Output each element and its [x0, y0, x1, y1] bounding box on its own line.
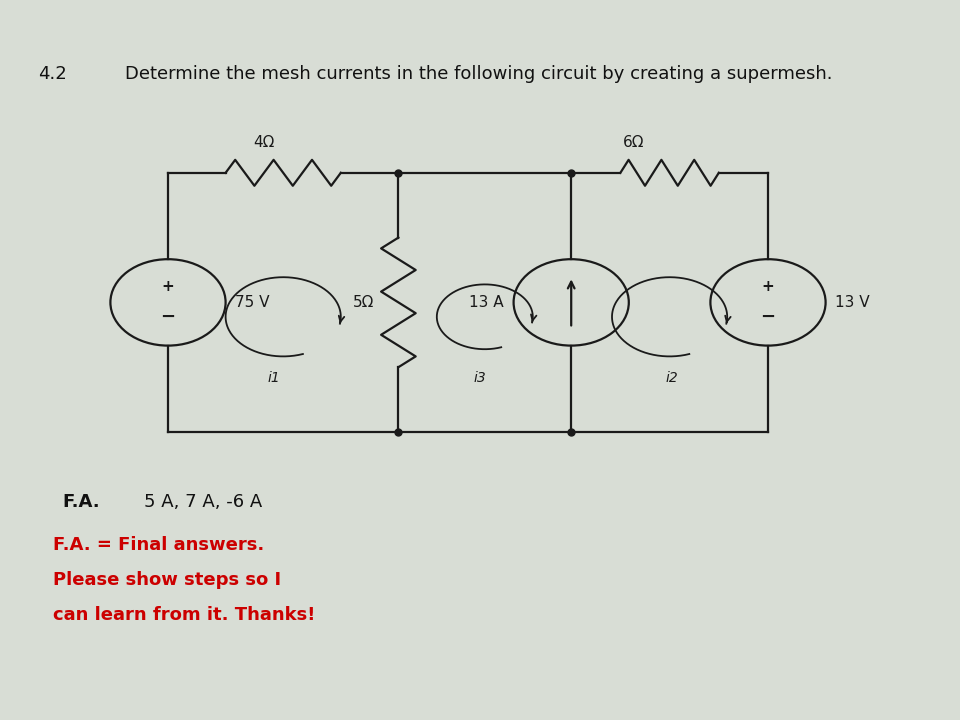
Text: i3: i3	[473, 371, 487, 385]
Text: +: +	[161, 279, 175, 294]
Text: 4.2: 4.2	[38, 65, 67, 83]
Text: 5Ω: 5Ω	[353, 295, 374, 310]
Text: F.A. = Final answers.: F.A. = Final answers.	[53, 536, 264, 554]
Text: 5 A, 7 A, -6 A: 5 A, 7 A, -6 A	[144, 493, 262, 511]
Text: 6Ω: 6Ω	[623, 135, 644, 150]
Text: +: +	[761, 279, 775, 294]
Text: −: −	[760, 307, 776, 325]
Text: 13 V: 13 V	[835, 295, 870, 310]
Text: −: −	[160, 307, 176, 325]
Text: Please show steps so I: Please show steps so I	[53, 571, 281, 589]
Text: can learn from it. Thanks!: can learn from it. Thanks!	[53, 606, 315, 624]
Text: 4Ω: 4Ω	[253, 135, 275, 150]
Text: i2: i2	[665, 371, 679, 385]
Text: i1: i1	[267, 371, 280, 385]
Text: 13 A: 13 A	[469, 295, 504, 310]
Text: Determine the mesh currents in the following circuit by creating a supermesh.: Determine the mesh currents in the follo…	[125, 65, 832, 83]
Text: F.A.: F.A.	[62, 493, 100, 511]
Text: 75 V: 75 V	[235, 295, 270, 310]
